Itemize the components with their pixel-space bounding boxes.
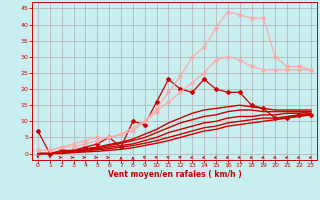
X-axis label: Vent moyen/en rafales ( km/h ): Vent moyen/en rafales ( km/h ) [108, 170, 241, 179]
